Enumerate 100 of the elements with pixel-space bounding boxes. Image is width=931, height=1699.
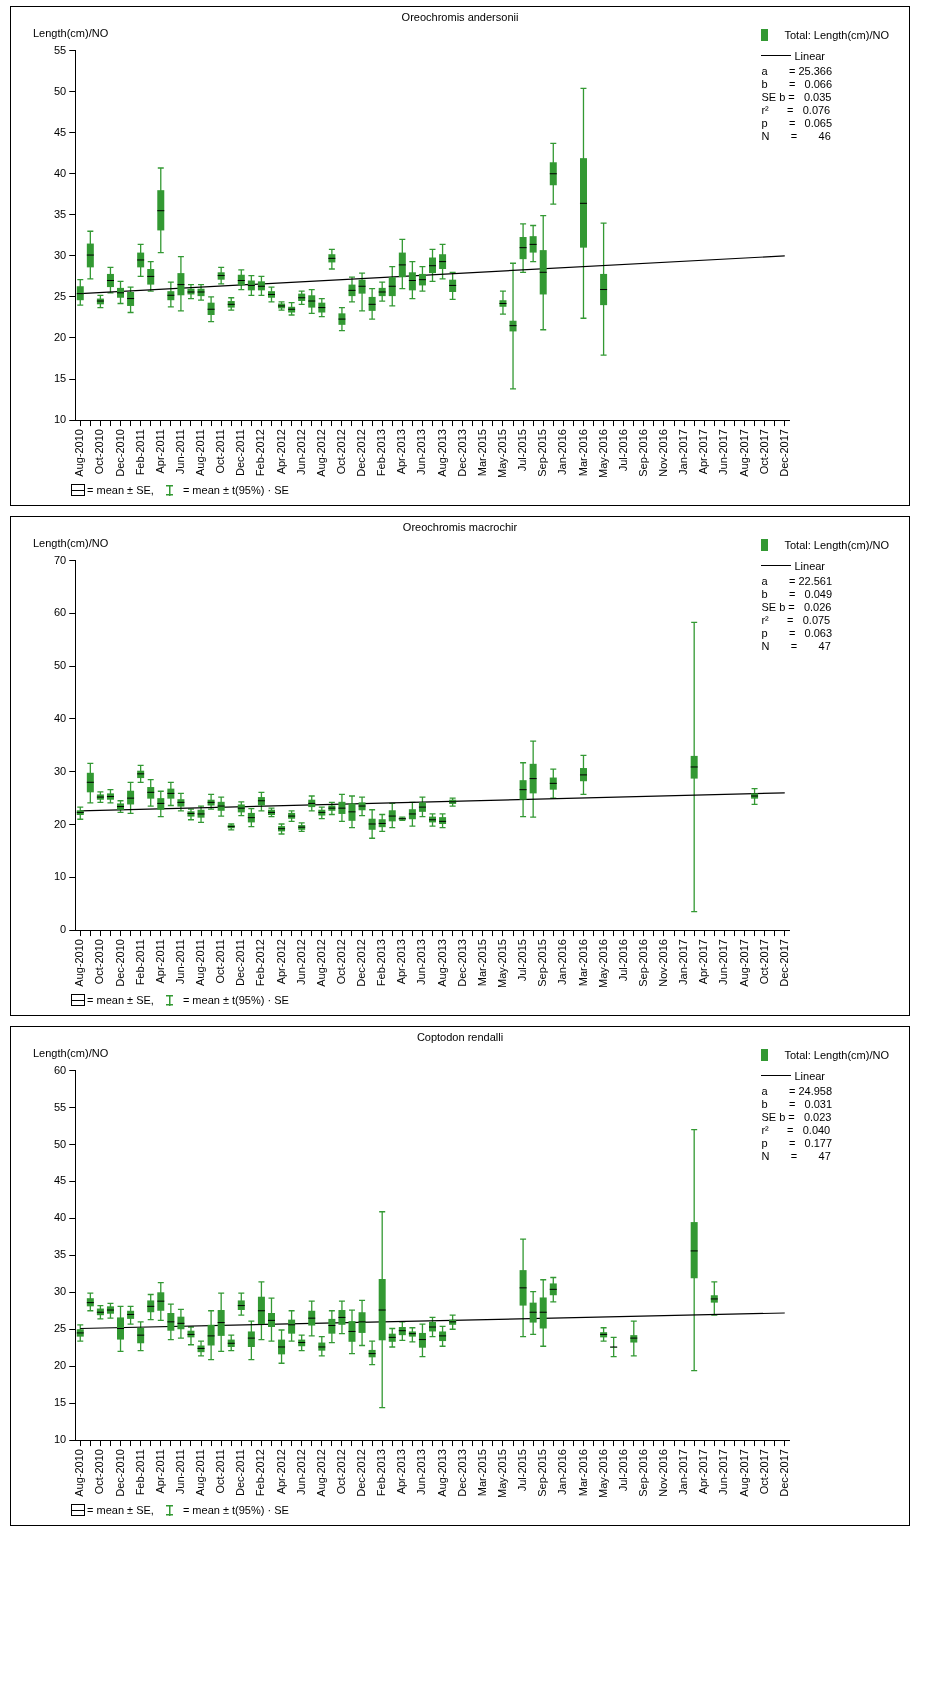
x-tick-label: Aug-2012 [314,429,327,477]
y-tick-label: 50 [53,659,67,672]
x-tick-label: Mar-2016 [576,1449,589,1497]
x-tick-label: Aug-2017 [737,939,750,987]
x-tick-label: May-2015 [495,939,508,989]
annotation: r² = 0.076 [761,104,831,116]
annotation: b = 0.066 [761,78,833,90]
x-tick-label: Aug-2013 [435,939,448,987]
x-tick-label: Dec-2011 [234,1449,247,1496]
x-tick-label: Oct-2017 [757,1449,770,1495]
x-tick-label: Aug-2017 [737,1449,750,1497]
x-tick-label: May-2016 [596,429,609,479]
annotation: p = 0.177 [761,1137,833,1149]
x-tick-label: Aug-2010 [73,1449,86,1497]
x-tick-label: Aug-2012 [314,1449,327,1497]
annotation: N = 47 [761,640,831,652]
x-tick-label: Jul-2015 [516,429,529,472]
x-tick-label: Jul-2016 [616,1449,629,1492]
y-tick-label: 30 [53,1285,67,1298]
y-tick-label: 10 [53,413,67,426]
x-tick-label: Apr-2013 [395,1449,408,1495]
y-tick-label: 50 [53,1137,67,1150]
annotation: N = 47 [761,1150,831,1162]
text: = mean ± t(95%) · SE [182,994,289,1006]
x-tick-label: Sep-2015 [536,1449,549,1497]
x-tick-label: May-2015 [495,1449,508,1499]
x-tick-label: Feb-2011 [133,1449,146,1496]
y-axis-title: Length(cm)/NO [33,537,109,549]
x-tick-label: Oct-2011 [214,939,227,984]
text: = mean ± t(95%) · SE [182,1504,289,1516]
x-tick-label: Jun-2017 [717,429,730,475]
chart-title: Coptodon rendalli [415,1031,505,1045]
x-tick-label: Feb-2011 [133,939,146,986]
legend-label: Linear [794,49,826,62]
x-tick-label: May-2016 [596,939,609,989]
x-tick-label: Feb-2012 [254,429,267,477]
x-tick-label: Dec-2012 [355,1449,368,1497]
annotation: a = 24.958 [761,1085,833,1097]
x-tick-label: Aug-2010 [73,429,86,477]
annotation: b = 0.049 [761,588,833,600]
y-tick-label: 15 [53,1396,67,1409]
x-tick-label: Dec-2012 [355,939,368,987]
text: = mean ± SE, [87,484,154,496]
x-tick-label: Oct-2010 [93,429,106,475]
x-tick-label: Mar-2015 [475,429,488,477]
x-tick-label: Aug-2013 [435,429,448,477]
y-tick-label: 40 [53,1211,67,1224]
y-tick-label: 25 [53,1322,67,1335]
x-tick-label: Aug-2011 [194,429,207,476]
x-tick-label: Sep-2015 [536,429,549,477]
annotation: a = 22.561 [761,575,833,587]
x-tick-label: Apr-2017 [697,1449,710,1495]
y-tick-label: 55 [53,1100,67,1113]
x-tick-label: Sep-2016 [636,1449,649,1497]
x-tick-label: Jun-2012 [294,939,307,985]
x-tick-label: Oct-2012 [334,939,347,985]
y-tick-label: 10 [53,870,67,883]
x-tick-label: Oct-2017 [757,429,770,475]
x-tick-label: Dec-2017 [777,939,790,987]
x-tick-label: Dec-2010 [113,939,126,987]
x-tick-label: Jun-2012 [294,429,307,475]
x-tick-label: Jun-2011 [173,1449,186,1495]
y-tick-label: 30 [53,764,67,777]
x-tick-label: Apr-2011 [153,1449,166,1494]
x-tick-label: Apr-2017 [697,939,710,985]
x-tick-label: Aug-2017 [737,429,750,477]
annotation: SE b = 0.035 [761,91,832,103]
annotation: a = 25.366 [761,65,833,77]
annotation: N = 46 [761,130,831,142]
y-tick-label: 40 [53,711,67,724]
y-tick-label: 45 [53,1174,67,1187]
x-tick-label: Nov-2016 [657,429,670,477]
x-tick-label: Dec-2017 [777,1449,790,1497]
annotation: r² = 0.075 [761,614,831,626]
x-tick-label: May-2015 [495,429,508,479]
x-tick-label: Dec-2010 [113,1449,126,1497]
text: = mean ± SE, [87,994,154,1006]
y-tick-label: 55 [53,43,67,56]
x-tick-label: May-2016 [596,1449,609,1499]
y-tick-label: 50 [53,84,67,97]
chart-title: Oreochromis andersonii [400,11,520,25]
x-tick-label: Dec-2017 [777,429,790,477]
x-tick-label: Feb-2011 [133,429,146,476]
x-tick-label: Dec-2013 [455,1449,468,1497]
x-tick-label: Jun-2013 [415,939,428,985]
x-tick-label: Dec-2011 [234,429,247,476]
y-tick-label: 60 [53,606,67,619]
x-tick-label: Sep-2016 [636,429,649,477]
x-tick-label: Jan-2017 [677,1449,690,1495]
legend-label: Total: Length(cm)/NO [784,28,889,41]
x-tick-label: Feb-2013 [375,939,388,987]
annotation: SE b = 0.023 [761,1111,832,1123]
y-tick-label: 70 [53,553,67,566]
x-tick-label: Apr-2013 [395,939,408,985]
x-tick-label: Oct-2010 [93,939,106,985]
x-tick-label: Jun-2017 [717,939,730,985]
x-tick-label: Aug-2013 [435,1449,448,1497]
annotation: b = 0.031 [761,1098,833,1110]
x-tick-label: Jun-2011 [173,429,186,475]
x-tick-label: Jan-2016 [556,1449,569,1495]
